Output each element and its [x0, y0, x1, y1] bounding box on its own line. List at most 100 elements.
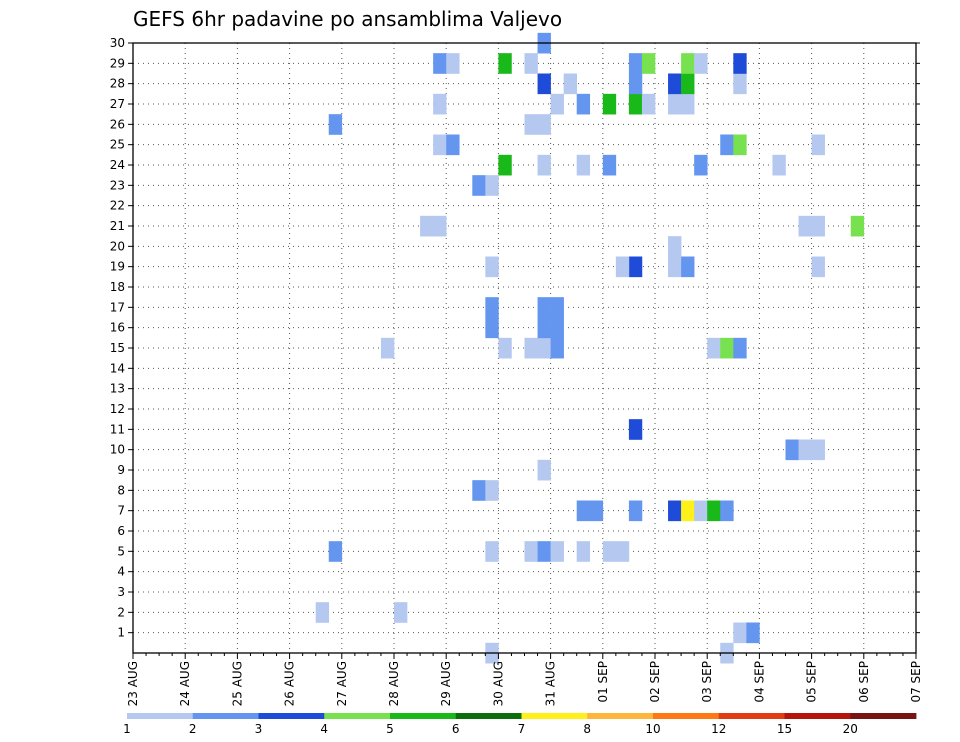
colorbar-label: 2	[189, 722, 197, 736]
data-cell	[641, 93, 656, 115]
colorbar-label: 15	[777, 722, 792, 736]
colorbar-segment	[192, 713, 259, 719]
data-cell	[733, 53, 747, 74]
x-tick-label: 02 SEP	[648, 661, 662, 703]
y-tick-label: 4	[117, 565, 125, 579]
data-cell	[433, 53, 447, 74]
chart-title: GEFS 6hr padavine po ansamblima Valjevo	[133, 7, 562, 31]
data-cell	[537, 73, 551, 95]
data-cell	[641, 53, 656, 74]
colorbar-segment	[258, 713, 325, 719]
data-cell	[524, 337, 538, 359]
colorbar-segment	[390, 713, 457, 719]
data-cell	[694, 500, 708, 522]
x-tick-label: 29 AUG	[439, 661, 453, 706]
data-cell	[576, 154, 591, 176]
data-cell	[733, 622, 747, 644]
data-cell	[537, 297, 551, 318]
x-tick-label: 24 AUG	[178, 661, 192, 706]
colorbar-label: 12	[711, 722, 726, 736]
x-tick-label: 28 AUG	[387, 661, 401, 706]
y-tick-label: 7	[117, 504, 125, 518]
data-cell	[524, 53, 538, 74]
data-cell	[576, 500, 591, 522]
data-cell	[668, 93, 682, 115]
data-cell	[628, 53, 643, 74]
y-axis: 1234567891011121314151617181920212223242…	[110, 36, 920, 640]
y-tick-label: 17	[110, 300, 125, 314]
data-cell	[733, 337, 747, 359]
data-cell	[694, 53, 708, 74]
data-cell	[537, 317, 551, 339]
data-cell	[602, 154, 617, 176]
y-tick-label: 25	[110, 138, 125, 152]
colorbar-segment	[455, 713, 522, 719]
data-cell	[850, 215, 865, 237]
y-tick-label: 16	[110, 321, 125, 335]
data-cell	[550, 317, 564, 339]
y-tick-label: 2	[117, 605, 125, 619]
y-tick-label: 26	[110, 117, 125, 131]
colorbar-segment	[850, 713, 917, 719]
data-cell	[498, 154, 512, 176]
y-tick-label: 5	[117, 544, 125, 558]
data-cell	[602, 93, 617, 115]
data-cell	[524, 114, 538, 135]
y-tick-label: 13	[110, 382, 125, 396]
data-cell	[628, 73, 643, 95]
data-cell	[668, 256, 682, 278]
colorbar-segment	[521, 713, 588, 719]
colorbar-segment	[784, 713, 851, 719]
y-tick-label: 8	[117, 483, 125, 497]
data-cell	[746, 622, 760, 644]
data-cell	[380, 337, 395, 359]
y-tick-label: 30	[110, 36, 125, 50]
data-cell	[811, 256, 825, 278]
y-tick-label: 24	[110, 158, 125, 172]
y-tick-label: 18	[110, 280, 125, 294]
colorbar-label: 6	[452, 722, 460, 736]
data-cell	[733, 134, 747, 156]
data-cell	[537, 154, 551, 176]
data-cell	[537, 459, 551, 481]
data-cell	[628, 500, 643, 522]
colorbar-label: 4	[320, 722, 328, 736]
data-cell	[328, 541, 343, 562]
data-cell	[628, 419, 643, 440]
y-tick-label: 6	[117, 524, 125, 538]
y-tick-label: 12	[110, 402, 125, 416]
x-tick-label: 05 SEP	[805, 661, 819, 703]
data-cell	[798, 215, 812, 237]
data-cell	[615, 256, 630, 278]
colorbar-segment	[324, 713, 391, 719]
grid-lines	[133, 43, 916, 653]
data-cell	[485, 175, 499, 196]
data-cell	[681, 73, 695, 95]
x-axis: 23 AUG 24 AUG 25 AUG 26 AUG 27 AUG 28 AUG 29 A…	[126, 653, 923, 706]
data-cell	[720, 337, 734, 359]
x-tick-label: 27 AUG	[335, 661, 349, 706]
data-cell	[550, 297, 564, 318]
colorbar-segment	[718, 713, 785, 719]
x-tick-label: 06 SEP	[857, 661, 871, 703]
data-cell	[537, 114, 551, 135]
y-tick-label: 22	[110, 199, 125, 213]
data-cells	[315, 32, 865, 664]
x-tick-label: 25 AUG	[230, 661, 244, 706]
data-cell	[798, 439, 812, 461]
data-cell	[720, 500, 734, 522]
data-cell	[681, 256, 695, 278]
y-tick-label: 14	[110, 361, 125, 375]
x-tick-label: 03 SEP	[700, 661, 714, 703]
data-cell	[485, 317, 499, 339]
data-cell	[707, 337, 721, 359]
data-cell	[563, 73, 577, 95]
data-cell	[589, 500, 604, 522]
data-cell	[602, 541, 617, 562]
y-tick-label: 20	[110, 239, 125, 253]
y-tick-label: 10	[110, 443, 125, 457]
data-cell	[811, 215, 825, 237]
data-cell	[628, 256, 643, 278]
data-cell	[681, 500, 695, 522]
